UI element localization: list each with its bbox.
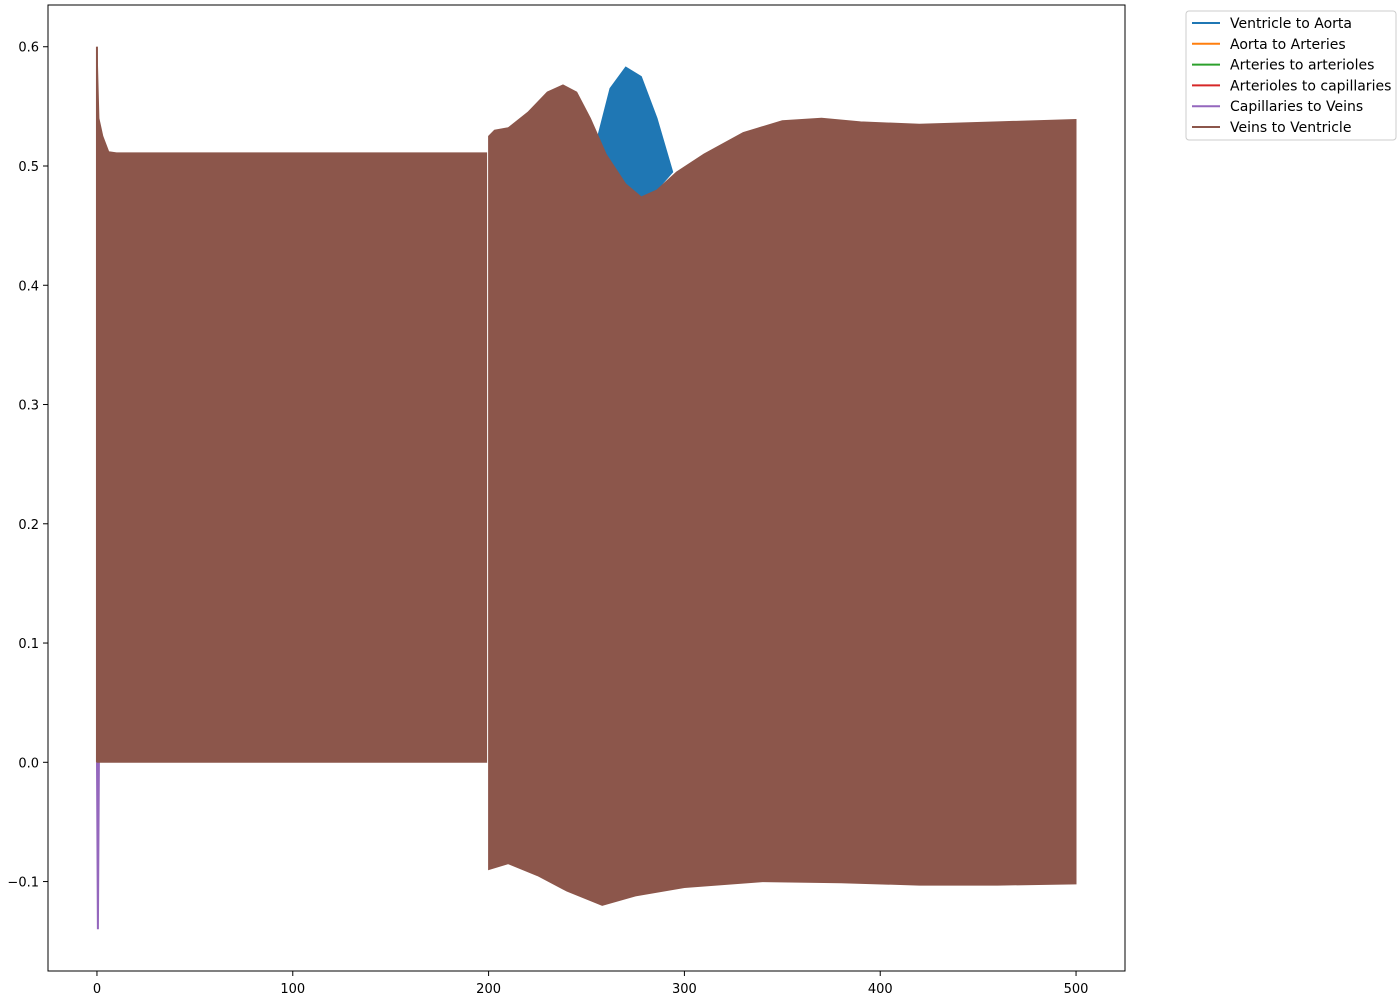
legend-label: Arteries to arterioles bbox=[1230, 58, 1374, 74]
x-tick-label: 100 bbox=[280, 982, 305, 997]
y-tick-label: 0.0 bbox=[18, 756, 39, 771]
series-layer bbox=[95, 46, 1077, 930]
y-axis: −0.1 0.0 0.1 0.2 0.3 0.4 0.5 0.6 bbox=[7, 41, 48, 891]
y-tick-label: 0.6 bbox=[18, 41, 39, 56]
series-veins-to-ventricle-part2 bbox=[488, 84, 1077, 906]
x-tick-label: 500 bbox=[1064, 982, 1089, 997]
x-tick-label: 400 bbox=[868, 982, 893, 997]
series-capillaries-to-veins bbox=[96, 762, 100, 930]
legend-box bbox=[1185, 10, 1397, 141]
plot-frame bbox=[47, 4, 1126, 972]
y-tick-label: 0.4 bbox=[18, 279, 39, 294]
x-tick-label: 200 bbox=[476, 982, 501, 997]
x-axis: 0 100 200 300 400 500 bbox=[93, 971, 1089, 997]
x-tick-label: 0 bbox=[93, 982, 101, 997]
legend: Ventricle to Aorta Aorta to Arteries Arter… bbox=[1185, 10, 1397, 141]
x-tick-label: 300 bbox=[672, 982, 697, 997]
series-veins-to-ventricle-part1 bbox=[96, 46, 488, 763]
y-tick-label: 0.5 bbox=[18, 160, 39, 175]
legend-label: Veins to Ventricle bbox=[1230, 120, 1351, 136]
y-tick-label: 0.1 bbox=[18, 637, 39, 652]
y-tick-label: 0.3 bbox=[18, 399, 39, 414]
y-tick-label: −0.1 bbox=[7, 876, 39, 891]
legend-label: Capillaries to Veins bbox=[1230, 99, 1363, 115]
legend-label: Ventricle to Aorta bbox=[1230, 16, 1352, 32]
legend-label: Aorta to Arteries bbox=[1230, 37, 1346, 53]
y-tick-label: 0.2 bbox=[18, 518, 39, 533]
legend-label: Arterioles to capillaries bbox=[1230, 78, 1391, 94]
